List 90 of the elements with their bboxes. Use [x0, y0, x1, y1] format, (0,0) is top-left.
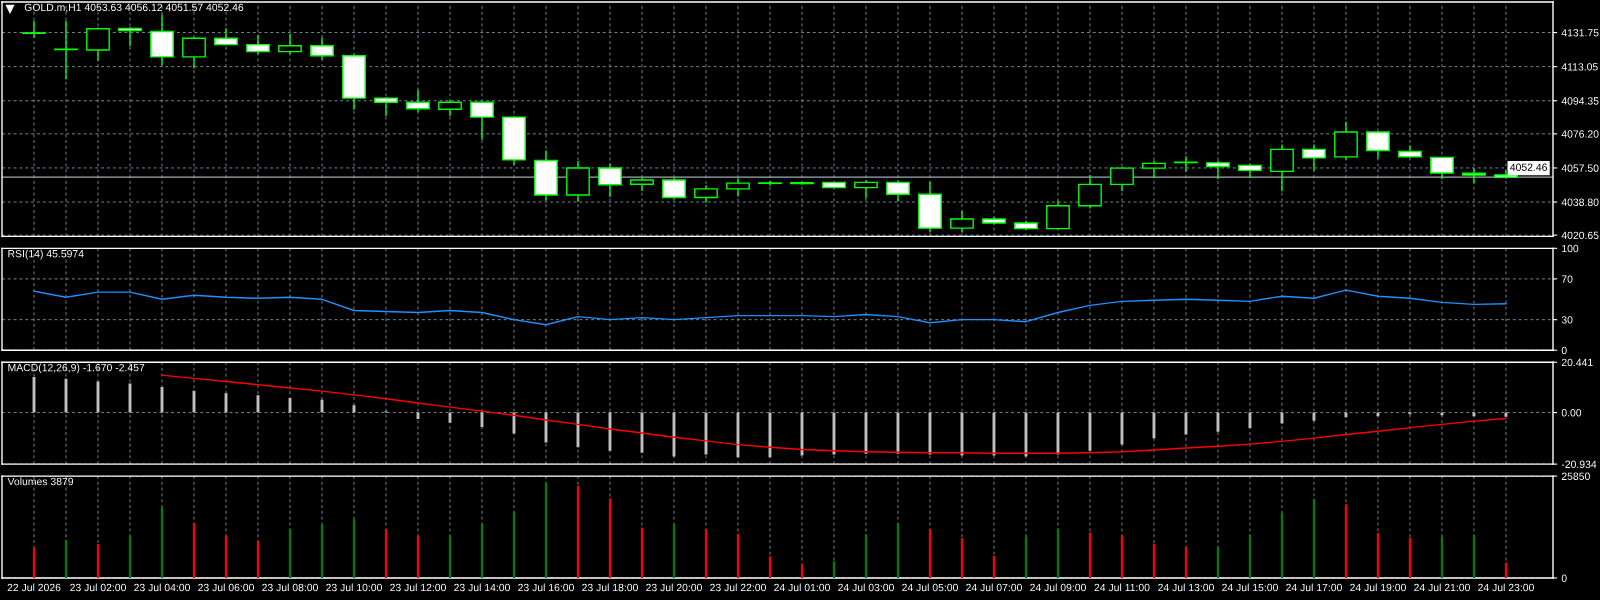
y-tick-label: 0.00 [1561, 409, 1582, 417]
x-tick-label: 23 Jul 20:00 [646, 583, 702, 592]
candlestick [470, 101, 494, 141]
x-tick-label: 23 Jul 10:00 [326, 583, 382, 592]
y-tick-label: 4020.65 [1561, 231, 1599, 240]
candlestick [1142, 159, 1166, 179]
candlestick [182, 36, 206, 70]
y-tick-label: 4131.75 [1561, 29, 1599, 37]
y-tick-label: 20.441 [1561, 358, 1593, 367]
candlestick [1046, 200, 1070, 231]
x-tick-label: 23 Jul 14:00 [454, 583, 510, 592]
y-tick-label: 4057.50 [1561, 164, 1599, 172]
x-tick-label: 24 Jul 11:00 [1094, 583, 1150, 592]
candlestick [1270, 143, 1294, 192]
x-tick-label: 23 Jul 22:00 [710, 583, 766, 592]
x-tick-label: 24 Jul 13:00 [1158, 583, 1214, 592]
bar [864, 534, 868, 578]
x-tick-label: 23 Jul 02:00 [70, 583, 126, 592]
chart-title: GOLD.m,H1 4053.63 4056.12 4051.57 4052.46 [24, 3, 244, 13]
bar [704, 529, 708, 578]
bar [992, 555, 996, 578]
x-tick-label: 24 Jul 01:00 [774, 583, 830, 592]
candlestick [662, 176, 686, 200]
bar [1344, 504, 1348, 578]
x-tick-label: 24 Jul 07:00 [966, 583, 1022, 592]
bar [288, 529, 292, 578]
candlestick [310, 37, 334, 61]
x-tick-label: 23 Jul 06:00 [198, 583, 254, 592]
x-tick-label: 24 Jul 15:00 [1222, 583, 1278, 592]
x-tick-label: 24 Jul 23:00 [1478, 583, 1534, 592]
x-tick-label: 24 Jul 09:00 [1030, 583, 1086, 592]
bar [160, 507, 164, 578]
bar [1184, 547, 1188, 578]
candlestick [86, 26, 110, 62]
bar [832, 561, 836, 578]
y-tick-label: 0 [1561, 346, 1567, 355]
x-tick-label: 24 Jul 21:00 [1414, 583, 1470, 592]
y-tick-label: -20.934 [1561, 460, 1597, 468]
candlestick [22, 20, 46, 39]
bar [512, 511, 516, 578]
y-tick-label: 70 [1561, 275, 1573, 283]
candlestick [1206, 159, 1230, 180]
chart-title: MACD(12,26,9) -1.670 -2.457 [8, 363, 145, 374]
x-tick-label: 24 Jul 03:00 [838, 583, 894, 592]
x-tick-label: 23 Jul 18:00 [582, 583, 638, 592]
bar [608, 498, 612, 578]
y-tick-label: 0 [1561, 574, 1567, 582]
bar [1472, 535, 1476, 578]
candlestick [1110, 166, 1134, 192]
candlestick [726, 177, 750, 198]
bar [448, 535, 452, 578]
candlestick [854, 179, 878, 200]
y-tick-label: 100 [1562, 244, 1579, 253]
candlestick [598, 162, 622, 198]
x-tick-label: 23 Jul 08:00 [262, 583, 318, 592]
bar [768, 556, 772, 578]
candlestick [246, 33, 270, 55]
line-series [33, 289, 1507, 326]
candlestick [374, 96, 398, 117]
x-tick-label: 24 Jul 05:00 [902, 583, 958, 592]
bar [960, 538, 964, 578]
x-tick-label: 23 Jul 16:00 [518, 583, 574, 592]
candlestick [278, 32, 302, 55]
candlestick [1174, 155, 1198, 173]
x-tick-label: 24 Jul 17:00 [1286, 583, 1342, 592]
x-tick-label: 24 Jul 19:00 [1350, 583, 1406, 592]
bar [1120, 535, 1124, 578]
y-tick-label: 4113.05 [1561, 63, 1598, 71]
y-tick-label: 4038.80 [1561, 198, 1599, 206]
candlestick [1366, 130, 1390, 160]
chart-title: RSI(14) 45.5974 [8, 249, 84, 260]
candlestick [950, 210, 974, 234]
bar [1280, 513, 1284, 578]
x-tick-label: 22 Jul 2026 [7, 583, 61, 592]
candlestick [406, 89, 430, 113]
ref-line-label: 4052.46 [1510, 163, 1547, 171]
y-tick-label: 25850 [1561, 472, 1590, 480]
x-tick-label: 23 Jul 04:00 [134, 583, 190, 592]
candlestick [1302, 143, 1326, 172]
x-tick-label: 23 Jul 12:00 [390, 583, 446, 592]
candlestick [886, 179, 910, 203]
y-tick-label: 4094.35 [1561, 97, 1599, 105]
candlestick [1462, 167, 1486, 184]
bar [928, 529, 932, 578]
y-tick-label: 4076.20 [1561, 130, 1599, 138]
line-series [161, 374, 1507, 454]
chart-title: Volumes 3879 [7, 477, 74, 486]
y-tick-label: 30 [1561, 316, 1573, 324]
candlestick [1078, 174, 1102, 210]
bar [384, 529, 388, 578]
